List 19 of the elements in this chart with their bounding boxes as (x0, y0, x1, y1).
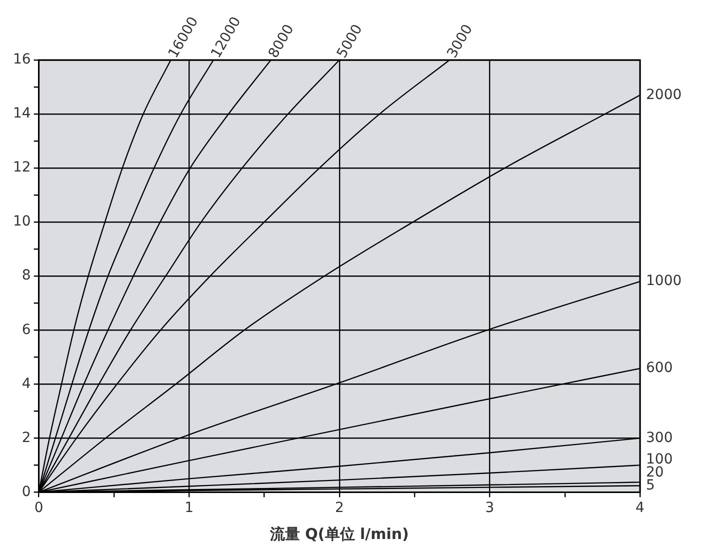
x-tick-label: 3 (485, 500, 494, 516)
y-tick-label: 10 (12, 214, 31, 230)
x-tick-label: 2 (334, 500, 344, 516)
x-tick-label: 0 (34, 500, 44, 516)
x-tick-label: 4 (636, 500, 645, 516)
y-tick-label: 14 (12, 106, 31, 122)
y-tick-label: 0 (22, 484, 31, 500)
series-label: 600 (646, 360, 673, 376)
y-tick-label: 4 (22, 376, 31, 392)
y-tick-label: 8 (22, 268, 31, 284)
y-tick-label: 6 (22, 322, 31, 338)
series-label: 1000 (646, 273, 682, 290)
series-label: 2000 (646, 86, 682, 103)
y-tick-label: 16 (12, 52, 31, 68)
series-label: 300 (646, 430, 673, 446)
y-tick-label: 2 (22, 430, 31, 446)
x-axis-title: 流量 Q(单位 l/min) (268, 524, 409, 543)
y-tick-label: 12 (12, 160, 31, 176)
x-tick-label: 1 (184, 500, 194, 516)
